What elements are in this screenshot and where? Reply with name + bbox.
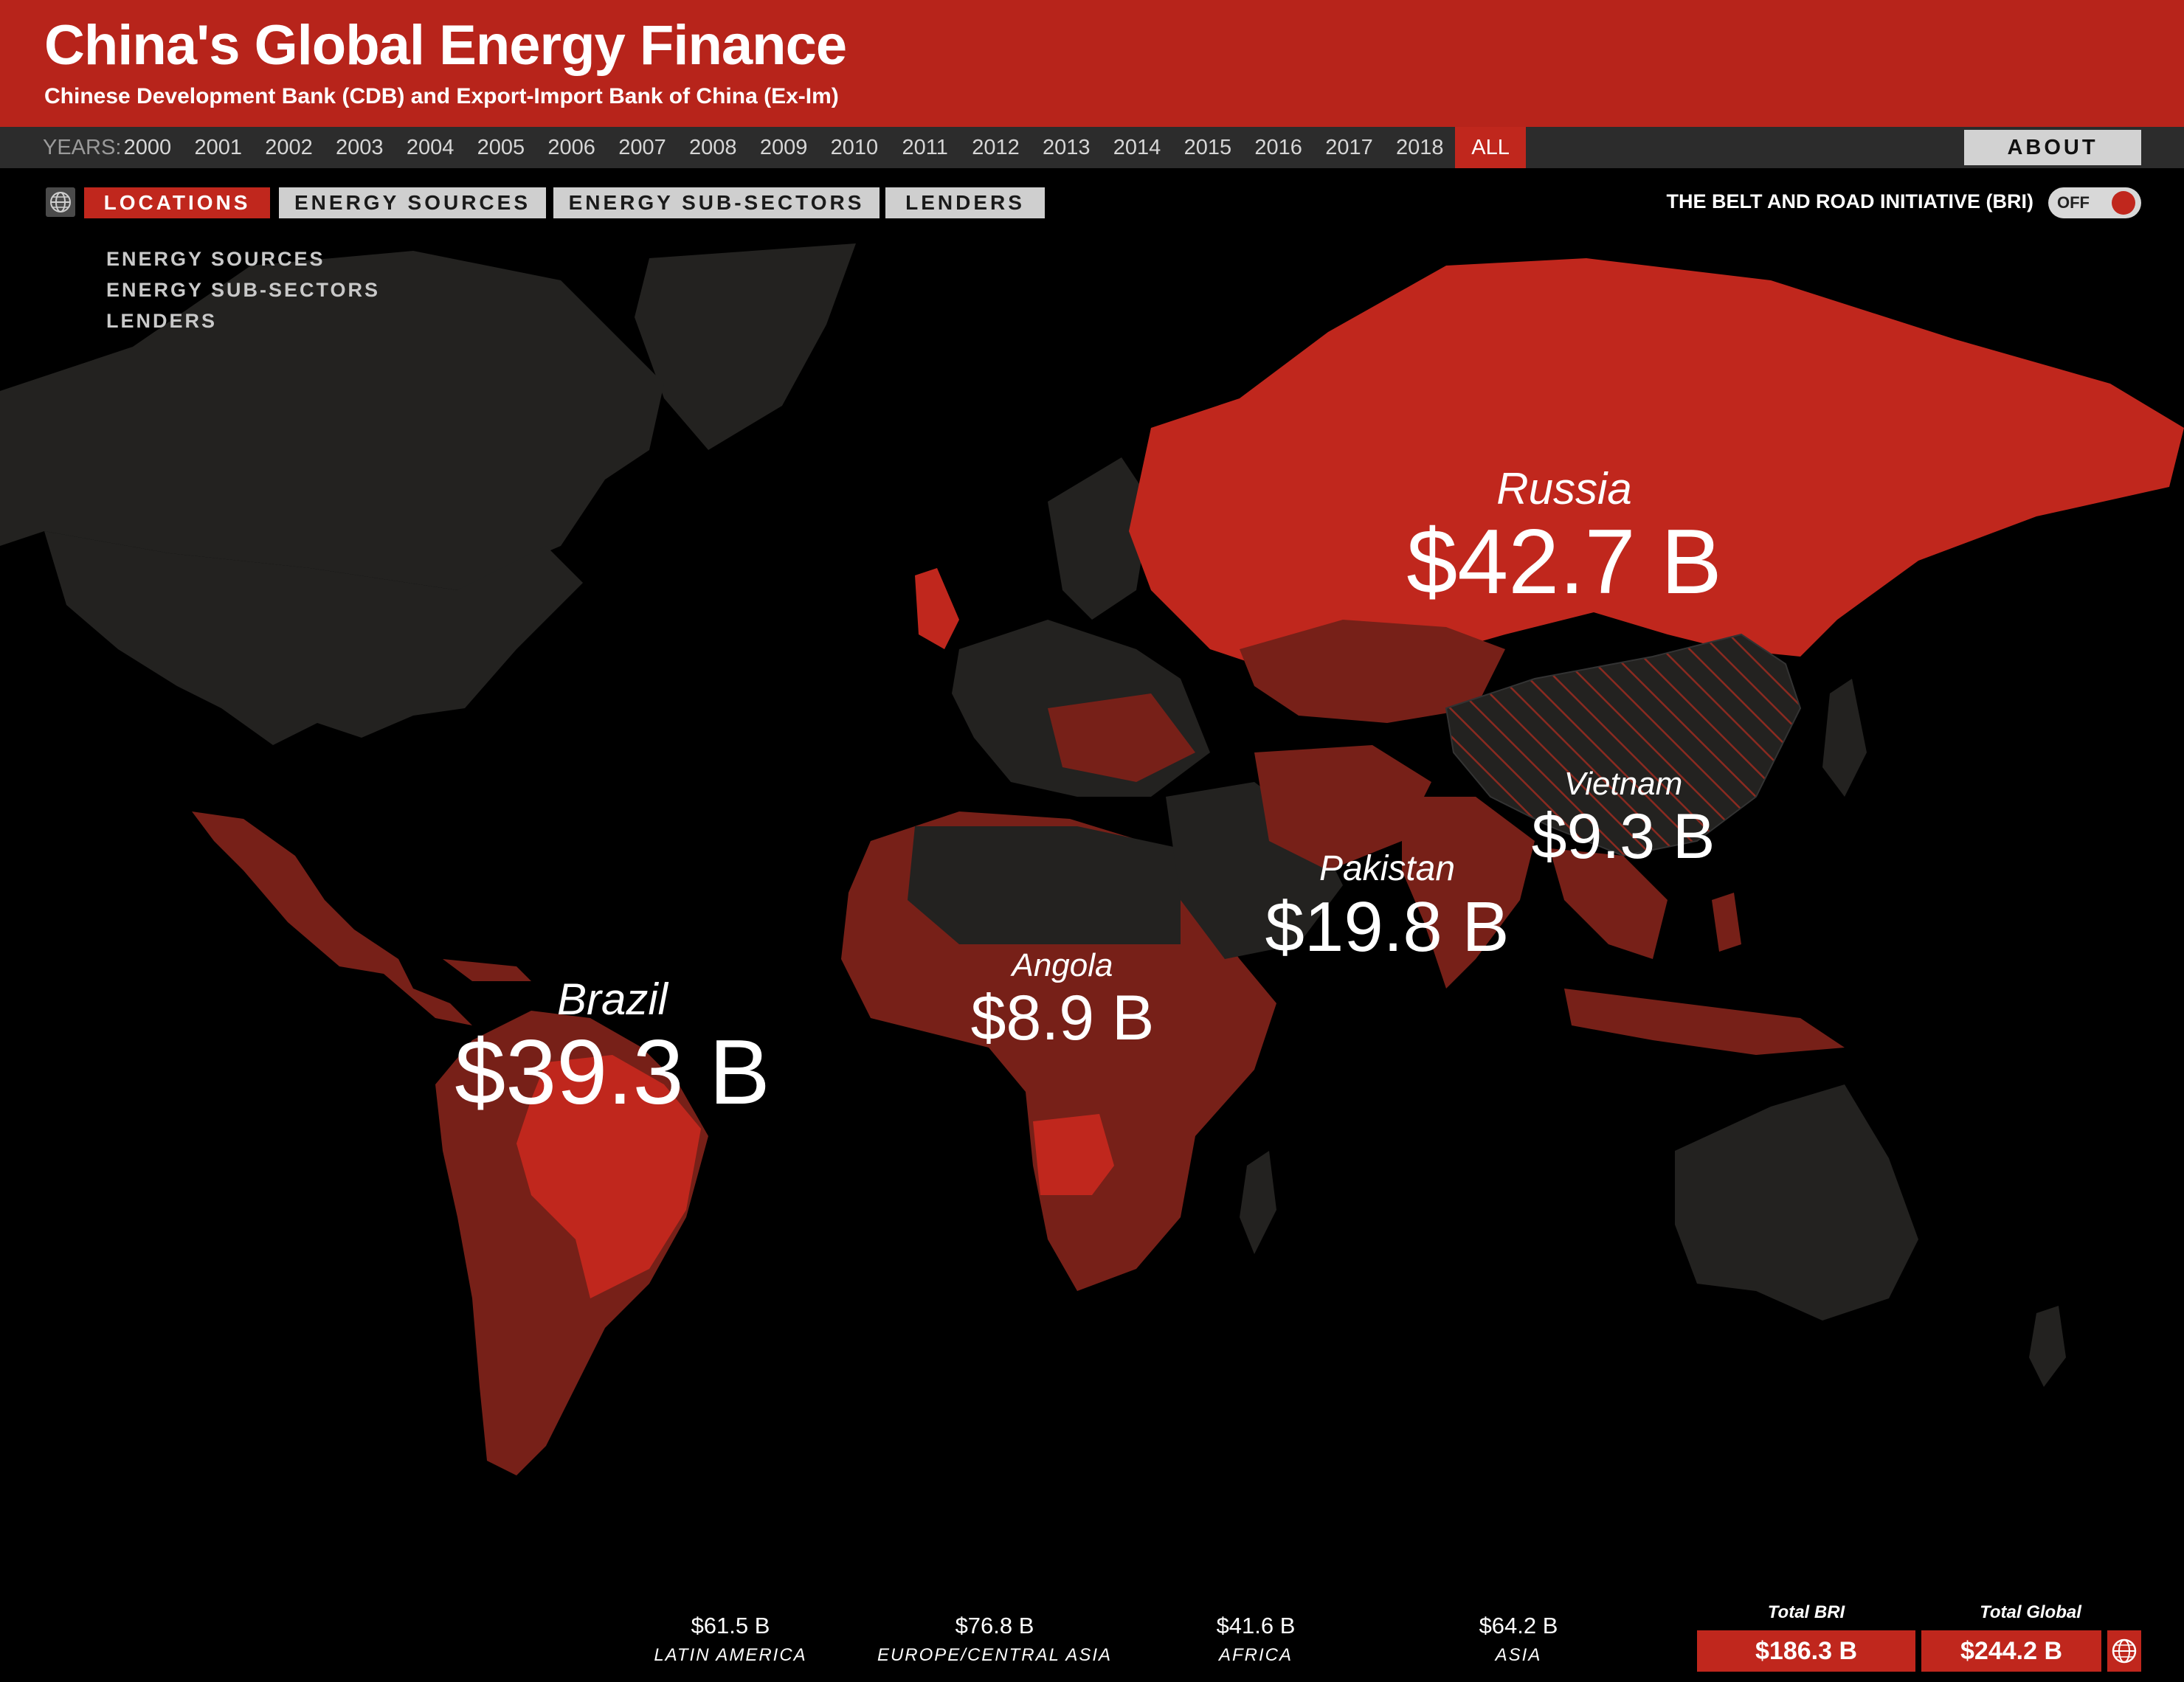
map-label-name: Russia [1496,464,1632,513]
southeast-asia-shape [1549,848,1668,959]
north-africa-shape [908,826,1181,944]
map-label-name: Angola [1012,947,1113,983]
map-label-value: $8.9 B [970,983,1155,1053]
region-asia[interactable]: $64.2 B ASIA [1400,1613,1637,1666]
submenu-item-lenders[interactable]: LENDERS [106,310,218,332]
greenland-shape [635,243,856,450]
region-latin-america[interactable]: $61.5 B LATIN AMERICA [612,1613,849,1666]
region-name: LATIN AMERICA [654,1645,807,1665]
new-zealand-shape [2029,1306,2066,1387]
map-label-value: $9.3 B [1531,801,1715,872]
pakistan-region-shape [1254,745,1431,871]
brazil-shape [516,1055,701,1298]
map-label-name: Brazil [556,975,668,1024]
submenu-item-energy-sub-sectors[interactable]: ENERGY SUB-SECTORS [106,279,381,301]
philippines-shape [1712,893,1741,952]
year-button[interactable]: 2001 [194,136,242,159]
world-map [0,243,2184,1475]
year-button[interactable]: 2008 [689,136,737,159]
region-name: EUROPE/CENTRAL ASIA [877,1645,1113,1665]
year-button[interactable]: 2015 [1183,136,1232,159]
map-label-name: Pakistan [1319,849,1456,888]
tab-energy-sub-sectors[interactable]: ENERGY SUB-SECTORS [553,187,880,218]
region-amount: $64.2 B [1479,1613,1558,1638]
map-label-vietnam: Vietnam $9.3 B [1505,766,1741,871]
mexico-shape [192,811,472,1025]
year-button[interactable]: 2007 [618,136,666,159]
total-global-value: $244.2 B [1921,1630,2101,1672]
canada-shape [0,251,664,590]
year-button[interactable]: 2014 [1113,136,1161,159]
year-button[interactable]: 2009 [759,136,808,159]
tab-energy-sources[interactable]: ENERGY SOURCES [279,187,546,218]
angola-shape [1033,1114,1114,1195]
year-list: 2000 2001 2002 2003 2004 2005 2006 2007 … [112,127,1526,168]
region-amount: $41.6 B [1216,1613,1296,1638]
map-label-value: $39.3 B [455,1022,770,1124]
submenu: ENERGY SOURCES ENERGY SUB-SECTORS LENDER… [106,243,380,336]
tab-lenders[interactable]: LENDERS [885,187,1045,218]
year-button[interactable]: 2003 [336,136,384,159]
central-asia-shape [1240,620,1505,723]
total-bri-value: $186.3 B [1697,1630,1915,1672]
tab-locations[interactable]: LOCATIONS [84,187,270,218]
year-button[interactable]: 2004 [406,136,455,159]
map-label-value: $19.8 B [1265,887,1510,966]
year-button[interactable]: 2011 [902,136,948,159]
usa-shape [44,531,583,745]
bri-toggle-state: OFF [2057,193,2090,212]
total-global-label: Total Global [1980,1602,2081,1622]
globe-icon[interactable] [46,187,75,217]
year-button[interactable]: 2013 [1043,136,1091,159]
year-button[interactable]: 2010 [830,136,879,159]
toggle-knob [2112,191,2135,215]
year-button[interactable]: 2000 [123,136,172,159]
total-bri-label: Total BRI [1767,1602,1845,1622]
about-button[interactable]: ABOUT [1964,130,2141,165]
map-label-value: $42.7 B [1406,511,1722,613]
year-button-all[interactable]: ALL [1455,127,1526,168]
year-button[interactable]: 2017 [1325,136,1373,159]
map-label-pakistan: Pakistan $19.8 B [1240,848,1535,966]
year-button[interactable]: 2006 [547,136,595,159]
header-banner: China's Global Energy Finance Chinese De… [0,0,2184,127]
russia-shape [1129,258,2184,679]
years-bar: YEARS: 2000 2001 2002 2003 2004 2005 200… [0,127,2184,168]
page-title: China's Global Energy Finance [44,14,847,77]
year-button[interactable]: 2005 [477,136,525,159]
europe-highlight-shape [1048,693,1195,782]
year-button[interactable]: 2012 [972,136,1020,159]
region-name: ASIA [1495,1645,1542,1665]
map-label-russia: Russia $42.7 B [1343,463,1786,610]
india-shape [1402,797,1535,989]
year-button[interactable]: 2016 [1254,136,1302,159]
years-label: YEARS: [43,136,122,159]
region-amount: $61.5 B [691,1613,770,1638]
region-africa[interactable]: $41.6 B AFRICA [1138,1613,1374,1666]
scandinavia-shape [1048,457,1151,620]
alaska-shape [0,384,44,546]
caribbean-shape [443,959,531,981]
map-label-name: Vietnam [1563,766,1683,802]
year-button[interactable]: 2018 [1395,136,1444,159]
bri-label: THE BELT AND ROAD INITIATIVE (BRI) [1666,190,2033,212]
globe-icon[interactable] [2107,1630,2141,1672]
uk-shape [915,568,959,649]
madagascar-shape [1240,1151,1276,1254]
region-europe-central-asia[interactable]: $76.8 B EUROPE/CENTRAL ASIA [877,1613,1113,1666]
bri-toggle[interactable]: OFF [2048,187,2141,218]
china-shape [1445,633,1802,857]
map-label-angola: Angola $8.9 B [944,947,1181,1052]
year-button[interactable]: 2002 [265,136,313,159]
region-name: AFRICA [1218,1645,1293,1665]
australia-shape [1675,1084,1918,1321]
japan-shape [1822,679,1867,797]
indonesia-shape [1564,989,1845,1055]
page-subtitle: Chinese Development Bank (CDB) and Expor… [44,84,839,108]
map-label-brazil: Brazil $39.3 B [413,974,812,1121]
region-amount: $76.8 B [955,1613,1034,1638]
submenu-item-energy-sources[interactable]: ENERGY SOURCES [106,248,325,270]
